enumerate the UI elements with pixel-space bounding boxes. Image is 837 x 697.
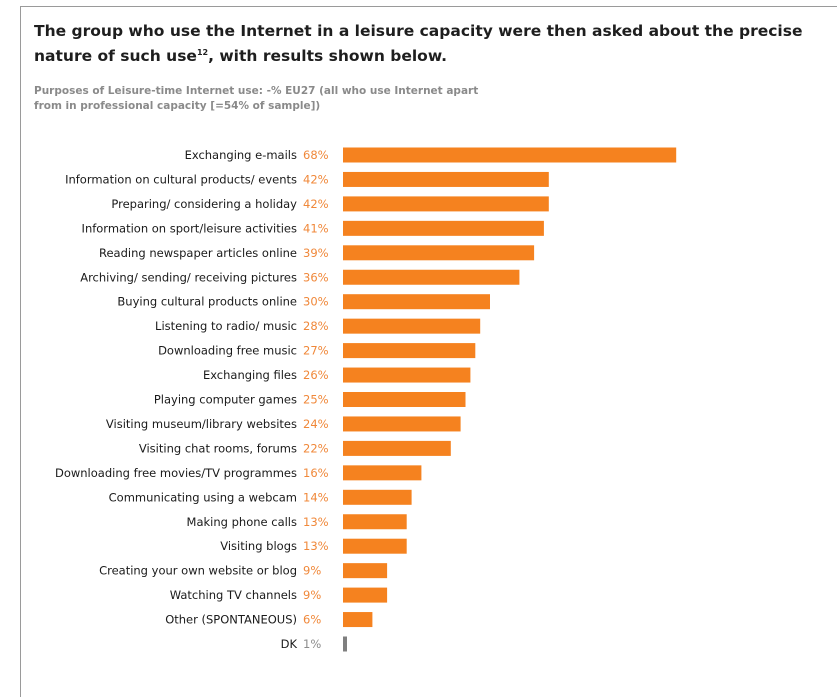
category-label: Watching TV channels <box>170 588 297 602</box>
value-label: 27% <box>303 344 329 358</box>
bar <box>343 465 422 481</box>
value-label: 16% <box>303 466 329 480</box>
bar <box>343 563 388 579</box>
category-label: Exchanging files <box>203 368 297 382</box>
bar <box>343 147 677 163</box>
bar <box>343 636 347 652</box>
value-label: 28% <box>303 319 329 333</box>
intro-text: The group who use the Internet in a leis… <box>34 22 803 66</box>
value-label: 41% <box>303 221 329 235</box>
category-label: Creating your own website or blog <box>99 564 297 578</box>
category-label: Buying cultural products online <box>117 295 297 309</box>
value-label: 25% <box>303 393 329 407</box>
value-label: 1% <box>303 637 321 651</box>
category-label: Visiting blogs <box>220 539 297 553</box>
bar <box>343 440 451 456</box>
value-label: 36% <box>303 270 329 284</box>
value-label: 30% <box>303 295 329 309</box>
value-label: 6% <box>303 613 321 627</box>
bar <box>343 294 490 310</box>
value-label: 68% <box>303 148 329 162</box>
bar <box>343 269 520 285</box>
value-label: 42% <box>303 197 329 211</box>
bar <box>343 343 476 359</box>
category-label: Exchanging e-mails <box>185 148 297 162</box>
value-label: 42% <box>303 172 329 186</box>
bar <box>343 612 373 628</box>
category-label: Visiting museum/library websites <box>106 417 297 431</box>
bar <box>343 367 471 383</box>
value-label: 9% <box>303 564 321 578</box>
category-label: Information on cultural products/ events <box>65 172 297 186</box>
chart-subtitle-line-2: from in professional capacity [=54% of s… <box>34 100 321 112</box>
category-label: Other (SPONTANEOUS) <box>165 613 297 627</box>
value-label: 13% <box>303 539 329 553</box>
category-label: Communicating using a webcam <box>109 490 297 504</box>
value-label: 13% <box>303 515 329 529</box>
bar <box>343 318 481 334</box>
bar <box>343 489 412 505</box>
category-label: Archiving/ sending/ receiving pictures <box>80 270 297 284</box>
category-label: Information on sport/leisure activities <box>82 221 297 235</box>
category-label: Visiting chat rooms, forums <box>139 441 297 455</box>
bar <box>343 416 461 432</box>
value-label: 24% <box>303 417 329 431</box>
category-label: Downloading free music <box>158 344 297 358</box>
bar <box>343 220 544 236</box>
category-label: DK <box>281 637 298 651</box>
value-label: 22% <box>303 441 329 455</box>
chart-subtitle: Purposes of Leisure-time Internet use: -… <box>34 84 504 114</box>
value-label: 39% <box>303 246 329 260</box>
category-label: Playing computer games <box>154 393 297 407</box>
category-label: Making phone calls <box>187 515 297 529</box>
bar <box>343 514 407 530</box>
bar <box>343 171 549 187</box>
bar <box>343 538 407 554</box>
value-label: 26% <box>303 368 329 382</box>
category-label: Listening to radio/ music <box>155 319 297 333</box>
value-label: 9% <box>303 588 321 602</box>
content-frame <box>20 6 837 697</box>
category-label: Reading newspaper articles online <box>99 246 297 260</box>
bar <box>343 245 535 261</box>
bar-chart: Exchanging e-mails 68% Information on cult… <box>55 147 677 652</box>
category-label: Downloading free movies/TV programmes <box>55 466 297 480</box>
footnote-ref: 12 <box>196 48 209 57</box>
chart-subtitle-line-1: Purposes of Leisure-time Internet use: -… <box>34 85 479 97</box>
category-label: Preparing/ considering a holiday <box>111 197 297 211</box>
bar <box>343 392 466 407</box>
bar <box>343 196 549 212</box>
bar <box>343 587 388 603</box>
value-label: 14% <box>303 490 329 504</box>
